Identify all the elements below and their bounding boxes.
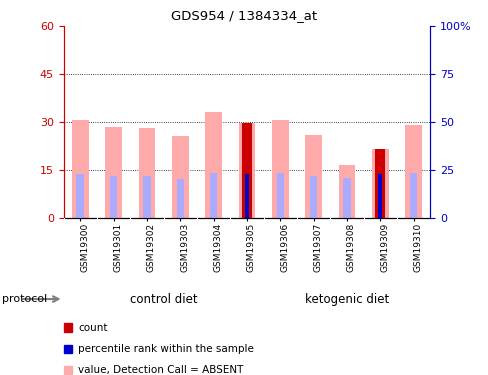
Text: GSM19309: GSM19309: [380, 223, 388, 272]
Bar: [343, 178, 350, 218]
Bar: [238, 123, 255, 218]
Text: GSM19303: GSM19303: [180, 223, 189, 272]
Text: GSM19306: GSM19306: [280, 223, 289, 272]
Bar: [110, 176, 117, 218]
Bar: [242, 123, 251, 218]
Bar: [176, 179, 183, 218]
Text: GSM19301: GSM19301: [113, 223, 122, 272]
Text: GSM19300: GSM19300: [80, 223, 89, 272]
Text: protocol: protocol: [2, 294, 48, 304]
Bar: [309, 176, 317, 218]
Bar: [76, 174, 84, 217]
Bar: [271, 120, 288, 218]
Bar: [375, 149, 385, 217]
Bar: [138, 128, 155, 217]
Bar: [276, 173, 284, 217]
Bar: [143, 176, 150, 218]
Bar: [205, 112, 222, 218]
Text: count: count: [78, 322, 107, 333]
Bar: [371, 149, 388, 217]
Bar: [105, 127, 122, 218]
Bar: [72, 120, 88, 218]
Text: GSM19302: GSM19302: [146, 223, 156, 272]
Bar: [243, 174, 250, 217]
Bar: [172, 136, 188, 218]
Bar: [405, 125, 421, 218]
Bar: [338, 165, 355, 218]
Text: ketogenic diet: ketogenic diet: [304, 292, 388, 306]
Bar: [409, 173, 417, 217]
Bar: [377, 174, 382, 217]
Text: GSM19304: GSM19304: [213, 223, 222, 272]
Bar: [376, 174, 383, 217]
Text: GSM19308: GSM19308: [346, 223, 355, 272]
Text: GDS954 / 1384334_at: GDS954 / 1384334_at: [171, 9, 317, 22]
Bar: [209, 173, 217, 217]
Bar: [244, 174, 248, 217]
Bar: [305, 135, 321, 218]
Text: percentile rank within the sample: percentile rank within the sample: [78, 344, 254, 354]
Text: value, Detection Call = ABSENT: value, Detection Call = ABSENT: [78, 365, 243, 375]
Text: GSM19307: GSM19307: [313, 223, 322, 272]
Text: control diet: control diet: [129, 292, 197, 306]
Text: GSM19305: GSM19305: [246, 223, 255, 272]
Text: GSM19310: GSM19310: [413, 223, 422, 272]
